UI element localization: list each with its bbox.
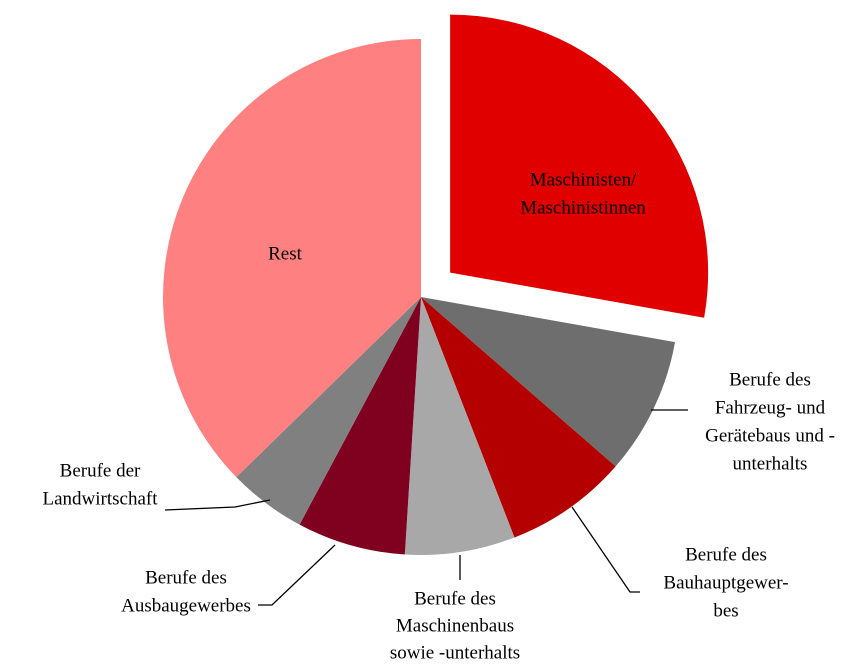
pie-slice: [299, 297, 421, 555]
leader-line: [164, 499, 271, 511]
slice-label: Maschinisten/: [530, 169, 637, 190]
pie-slice: [421, 297, 676, 467]
slice-label: Berufe des: [145, 567, 227, 588]
slice-label: Maschinenbaus: [396, 615, 514, 636]
slice-label: sowie -unterhalts: [390, 642, 520, 663]
slice-label: Gerätebaus und -: [705, 425, 835, 446]
slice-label: Fahrzeug- und: [715, 397, 826, 418]
slice-label: Bauhauptgewer-: [663, 572, 788, 593]
slice-label: bes: [713, 600, 738, 621]
slice-label: Berufe der: [60, 460, 141, 481]
leader-line: [258, 544, 336, 606]
slice-label: Rest: [268, 243, 303, 264]
pie-slice: [236, 297, 421, 525]
leader-line: [571, 506, 640, 593]
slice-label: Maschinistinnen: [520, 197, 646, 218]
slice-label: unterhalts: [733, 453, 808, 474]
slice-label: Ausbaugewerbes: [121, 595, 251, 616]
slice-label: Berufe des: [729, 369, 811, 390]
pie-slice: [421, 297, 616, 538]
slice-label: Landwirtschaft: [42, 488, 158, 509]
pie-slice: [163, 39, 421, 478]
slice-label: Berufe des: [414, 588, 496, 609]
slice-label: Berufe des: [685, 544, 767, 565]
pie-slice: [450, 14, 709, 318]
pie-slice: [404, 297, 515, 555]
